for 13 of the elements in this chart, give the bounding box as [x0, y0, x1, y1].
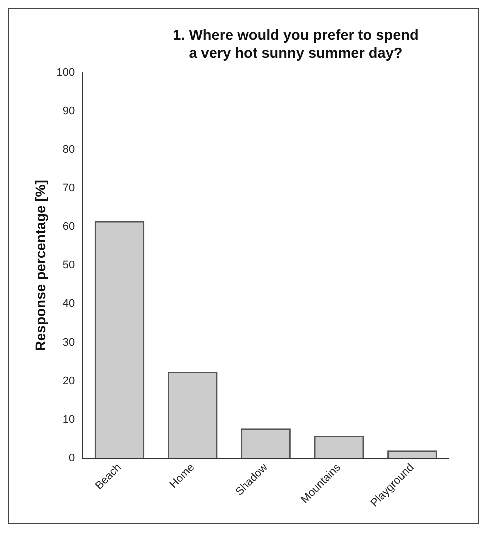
y-tick-label: 0	[69, 452, 76, 464]
y-tick-label: 80	[62, 144, 76, 156]
chart-title: 1. Where would you prefer to spend a very hot sunny summer day?	[172, 27, 420, 63]
y-tick-label: 60	[62, 221, 76, 234]
y-tick-label: 20	[62, 375, 76, 388]
y-tick-label: 30	[62, 336, 76, 349]
y-tick-label: 10	[62, 414, 76, 426]
y-axis-title: Response percentage [%]	[32, 180, 48, 352]
y-tick-label: 40	[62, 298, 76, 310]
y-tick-label: 90	[62, 106, 76, 118]
y-tick-label: 100	[56, 67, 76, 80]
y-tick-label: 70	[62, 182, 76, 195]
y-tick-label: 50	[62, 260, 76, 272]
